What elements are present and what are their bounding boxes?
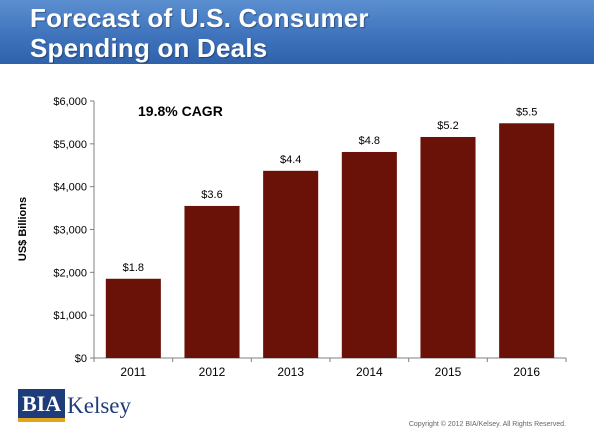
x-tick-label-2012: 2012 xyxy=(199,365,226,379)
bar-2013 xyxy=(263,170,319,358)
data-label-2014: $4.8 xyxy=(359,135,380,147)
y-tick-label: $5,000 xyxy=(53,139,87,151)
x-tick-label-2015: 2015 xyxy=(435,365,462,379)
y-tick-label: $0 xyxy=(75,353,87,365)
logo-kelsey-wordmark: Kelsey xyxy=(67,392,131,418)
data-label-2012: $3.6 xyxy=(201,189,222,201)
x-tick-label-2013: 2013 xyxy=(277,365,304,379)
logo-bia-mark: BIA xyxy=(18,388,66,422)
bar-2011 xyxy=(105,278,161,358)
y-tick-label: $6,000 xyxy=(53,96,87,108)
cagr-annotation: 19.8% CAGR xyxy=(138,103,223,119)
bar-2015 xyxy=(420,136,476,358)
y-tick-label: $4,000 xyxy=(53,182,87,194)
bar-2014 xyxy=(341,151,397,358)
y-tick-label: $2,000 xyxy=(53,267,87,279)
bia-kelsey-logo: BIA Kelsey xyxy=(18,386,131,424)
y-tick-label: $1,000 xyxy=(53,310,87,322)
slide-title: Forecast of U.S. Consumer Spending on De… xyxy=(30,3,369,63)
bar-2012 xyxy=(184,205,240,358)
data-label-2015: $5.2 xyxy=(437,120,458,132)
y-tick-label: $3,000 xyxy=(53,225,87,237)
data-label-2016: $5.5 xyxy=(516,106,537,118)
x-tick-label-2014: 2014 xyxy=(356,365,383,379)
y-axis-title: US$ Billions xyxy=(17,197,29,261)
data-label-2011: $1.8 xyxy=(123,262,144,274)
bar-chart: $0 $1,000 $2,000 $3,000 $4,000 $5,000 $6,000 $… xyxy=(17,96,567,379)
copyright-notice: Copyright © 2012 BIA/Kelsey. All Rights … xyxy=(408,421,566,428)
x-tick-label-2016: 2016 xyxy=(513,365,540,379)
bar-2016 xyxy=(499,123,555,358)
data-label-2013: $4.4 xyxy=(280,154,301,166)
x-tick-label-2011: 2011 xyxy=(120,365,146,379)
title-banner: Forecast of U.S. Consumer Spending on De… xyxy=(0,0,594,64)
